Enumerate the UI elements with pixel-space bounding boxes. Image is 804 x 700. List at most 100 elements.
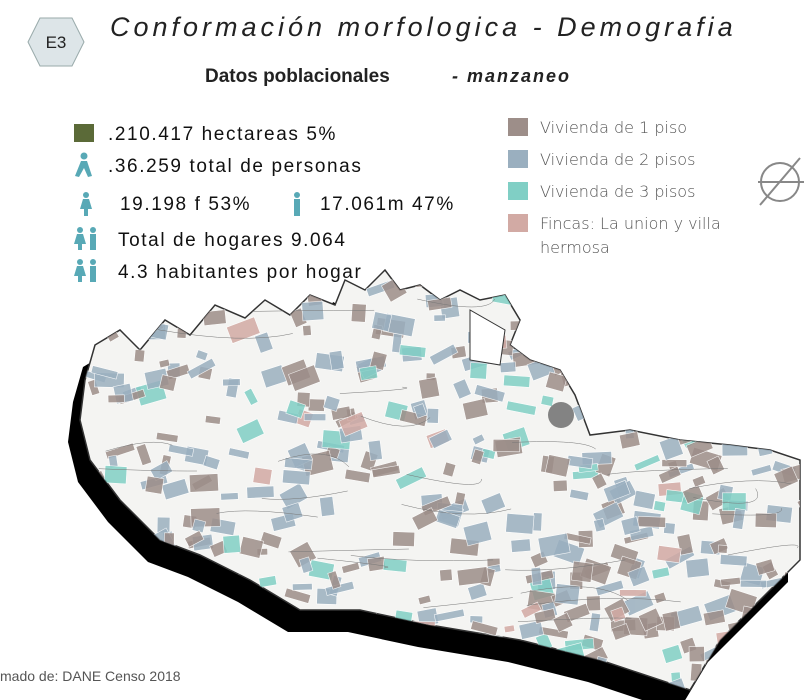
block (657, 346, 685, 366)
block (720, 576, 741, 587)
block (158, 358, 171, 369)
contour (98, 468, 197, 472)
block (651, 566, 671, 580)
block (795, 303, 800, 317)
block (190, 301, 209, 310)
block (80, 296, 114, 322)
block (433, 608, 465, 623)
block (695, 333, 718, 355)
block (117, 583, 146, 608)
block (620, 516, 641, 536)
block (462, 520, 493, 547)
contour (339, 386, 408, 394)
stat: .36.259 total de personas (108, 156, 362, 177)
block (597, 329, 634, 362)
block (653, 500, 667, 512)
block (488, 668, 504, 689)
block (532, 338, 556, 353)
block (569, 488, 590, 502)
block (555, 318, 572, 340)
block (660, 308, 677, 322)
walk-icon (75, 152, 92, 177)
block (721, 439, 748, 457)
block (586, 595, 601, 612)
block (570, 560, 594, 583)
block (413, 403, 428, 419)
block (796, 362, 800, 373)
block (188, 473, 219, 493)
block (395, 466, 428, 490)
block (347, 646, 368, 658)
block (554, 583, 581, 606)
block (719, 398, 732, 418)
block (708, 333, 726, 353)
block (791, 294, 800, 317)
block (537, 532, 571, 558)
block (90, 365, 119, 380)
block (204, 415, 222, 425)
block (127, 289, 142, 301)
block (794, 323, 800, 342)
block (222, 378, 241, 387)
block (696, 298, 716, 316)
stat: 4.3 habitantes por hogar (118, 262, 362, 283)
block (144, 475, 165, 495)
block (191, 592, 223, 613)
block (359, 365, 379, 381)
block (550, 349, 575, 361)
legend-swatch (508, 214, 528, 232)
stat: 19.198 f 53% (120, 194, 251, 215)
block (717, 544, 728, 554)
contour (520, 586, 629, 601)
block (767, 428, 800, 451)
block (441, 671, 454, 685)
block (107, 394, 125, 404)
block (588, 612, 602, 633)
block (785, 361, 800, 371)
block (179, 630, 209, 648)
block (656, 545, 682, 564)
block (540, 394, 555, 407)
block (708, 384, 730, 403)
contour (350, 555, 494, 561)
block (322, 394, 341, 412)
block (371, 311, 393, 332)
block (371, 464, 401, 479)
block (375, 682, 388, 690)
block (514, 667, 527, 678)
contour (664, 278, 800, 285)
block (602, 479, 631, 503)
contour (512, 441, 596, 450)
block (637, 607, 664, 632)
block (227, 447, 250, 460)
block (462, 398, 489, 421)
stat: .210.417 hectareas 5% (108, 124, 337, 145)
block (766, 308, 778, 330)
block (765, 631, 781, 643)
block (194, 590, 211, 612)
block (128, 621, 153, 636)
male-icon (294, 192, 300, 216)
block (238, 536, 264, 559)
contour (216, 510, 318, 518)
block (544, 454, 571, 478)
map-marker (548, 402, 574, 428)
block (279, 284, 305, 297)
legend-label: Vivienda de 3 pisos (540, 182, 695, 201)
block (505, 400, 537, 416)
block (782, 405, 800, 422)
block (417, 594, 432, 606)
block (165, 363, 191, 381)
block (298, 556, 314, 574)
block (733, 379, 744, 400)
contour (207, 644, 348, 659)
block (367, 439, 383, 461)
block (749, 277, 773, 293)
block (742, 364, 766, 380)
compass (758, 157, 804, 206)
block (730, 301, 750, 320)
block (323, 641, 352, 666)
block (510, 538, 532, 553)
block (558, 303, 571, 314)
block (756, 660, 783, 679)
